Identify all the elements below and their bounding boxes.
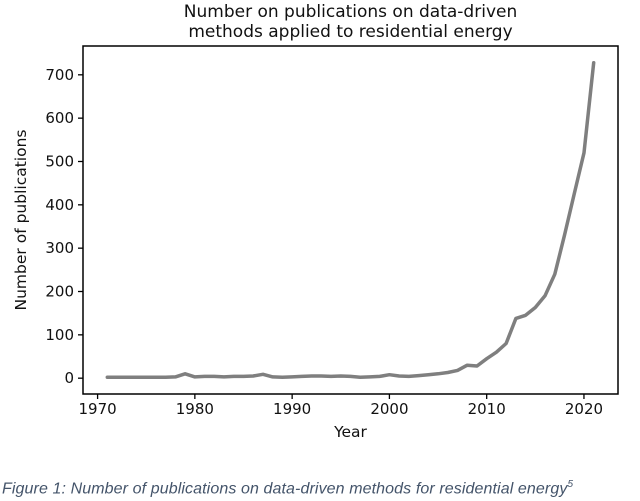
x-tick-label: 1990 (273, 400, 311, 418)
y-tick-label: 300 (45, 239, 74, 257)
y-axis-label: Number of publications (12, 129, 30, 311)
plot-area: 1970 1980 1990 2000 2010 2020 0 100 200 300 400 500… (45, 45, 619, 418)
data-line-publications (105, 60, 596, 380)
x-tick-label: 2010 (468, 400, 506, 418)
x-tick-label: 1970 (78, 400, 116, 418)
y-tick-label: 700 (45, 66, 74, 84)
y-tick-label: 500 (45, 152, 74, 170)
figure-caption-text: Figure 1: Number of publications on data… (2, 480, 568, 498)
x-tick-label: 1980 (176, 400, 214, 418)
y-tick-label: 600 (45, 109, 74, 127)
y-tick-label: 200 (45, 283, 74, 301)
y-tick-label: 0 (64, 369, 74, 387)
chart-title-line-1: Number on publications on data-driven (183, 2, 518, 22)
y-tick-label: 400 (45, 196, 74, 214)
chart-title: Number on publications on data-driven me… (83, 2, 618, 42)
chart-title-line-2: methods applied to residential energy (188, 22, 513, 42)
y-tick-label: 100 (45, 326, 74, 344)
axes-border (82, 45, 619, 395)
figure-caption: Figure 1: Number of publications on data… (2, 479, 640, 498)
x-tick-label: 2020 (565, 400, 603, 418)
x-axis-label: Year (334, 423, 367, 441)
x-tick-label: 2000 (370, 400, 408, 418)
figure-caption-footnote-marker: 5 (567, 479, 574, 490)
